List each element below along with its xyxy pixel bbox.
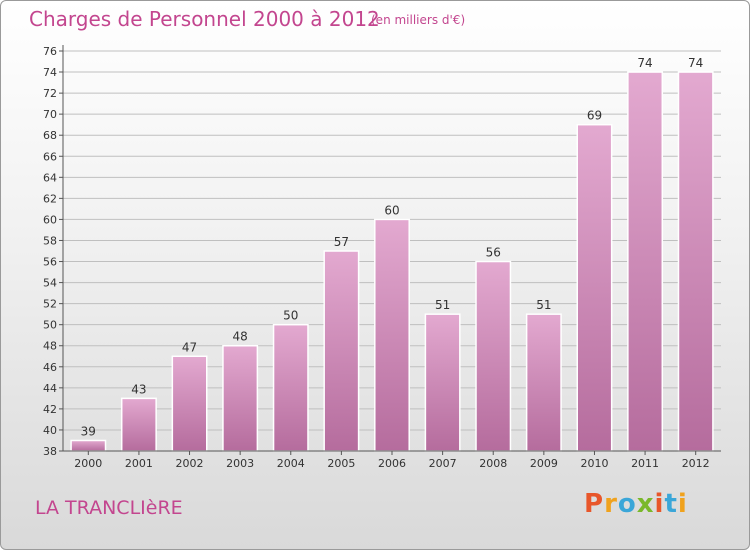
y-tick-label: 58 (43, 234, 57, 247)
x-tick-label: 2002 (176, 457, 204, 470)
x-tick-label: 2012 (682, 457, 710, 470)
x-tick-label: 2011 (631, 457, 659, 470)
logo-letter: t (664, 489, 678, 519)
logo-letter: i (677, 489, 688, 519)
bar-value-label: 69 (587, 109, 602, 123)
chart-title: Charges de Personnel 2000 à 2012 (29, 7, 380, 31)
y-tick-label: 56 (43, 256, 57, 269)
commune-name: LA TRANCLIèRE (35, 497, 183, 519)
bar-2012[interactable] (677, 71, 714, 452)
y-tick-label: 52 (43, 298, 57, 311)
bar-value-label: 48 (233, 330, 248, 344)
bar-2004[interactable] (272, 323, 309, 452)
y-tick-label: 38 (43, 445, 57, 458)
y-tick-label: 68 (43, 129, 57, 142)
bar-value-label: 51 (435, 298, 450, 312)
y-tick-label: 62 (43, 192, 57, 205)
bar-2010[interactable] (576, 123, 613, 452)
y-tick-label: 76 (43, 45, 57, 58)
x-tick-label: 2009 (530, 457, 558, 470)
bar-2002[interactable] (171, 355, 208, 452)
x-tick-label: 2005 (327, 457, 355, 470)
bar-2005[interactable] (323, 250, 360, 452)
bar-2003[interactable] (222, 344, 259, 452)
y-tick-label: 74 (43, 66, 57, 79)
x-tick-label: 2003 (226, 457, 254, 470)
bar-2001[interactable] (120, 397, 157, 452)
bar-2006[interactable] (374, 218, 410, 452)
bar-2000[interactable] (70, 439, 107, 452)
bar-value-label: 60 (384, 203, 399, 217)
bar-value-label: 51 (536, 298, 551, 312)
y-tick-label: 46 (43, 361, 57, 374)
bar-value-label: 74 (688, 56, 703, 70)
bar-value-label: 56 (486, 246, 501, 260)
bar-2009[interactable] (525, 313, 562, 452)
x-tick-label: 2008 (479, 457, 507, 470)
proxiti-logo[interactable]: Proxiti (584, 489, 688, 519)
bar-value-label: 43 (131, 382, 146, 396)
bar-value-label: 57 (334, 235, 349, 249)
y-tick-label: 48 (43, 340, 57, 353)
x-tick-label: 2000 (74, 457, 102, 470)
logo-letter: x (636, 489, 655, 519)
logo-letter: i (654, 489, 665, 519)
logo-letter: P (584, 489, 605, 519)
y-tick-label: 64 (43, 171, 57, 184)
x-tick-label: 2001 (125, 457, 153, 470)
logo-letter: o (617, 489, 637, 519)
x-tick-label: 2006 (378, 457, 406, 470)
bar-2007[interactable] (424, 313, 461, 452)
bar-2008[interactable] (475, 260, 512, 452)
x-tick-label: 2007 (429, 457, 457, 470)
y-tick-label: 40 (43, 424, 57, 437)
y-tick-label: 44 (43, 382, 57, 395)
bar-value-label: 50 (283, 309, 298, 323)
y-tick-label: 70 (43, 108, 57, 121)
logo-letter: r (604, 489, 618, 519)
chart-unit-label: (en milliers d'€) (371, 13, 466, 27)
y-tick-label: 50 (43, 319, 57, 332)
bar-value-label: 39 (81, 424, 96, 438)
x-tick-label: 2010 (580, 457, 608, 470)
y-tick-label: 72 (43, 87, 57, 100)
bar-2011[interactable] (627, 71, 664, 452)
bar-value-label: 74 (637, 56, 652, 70)
bar-value-label: 47 (182, 340, 197, 354)
x-tick-label: 2004 (277, 457, 305, 470)
y-tick-label: 42 (43, 403, 57, 416)
y-tick-label: 60 (43, 213, 57, 226)
y-tick-label: 54 (43, 277, 57, 290)
y-tick-label: 66 (43, 150, 57, 163)
